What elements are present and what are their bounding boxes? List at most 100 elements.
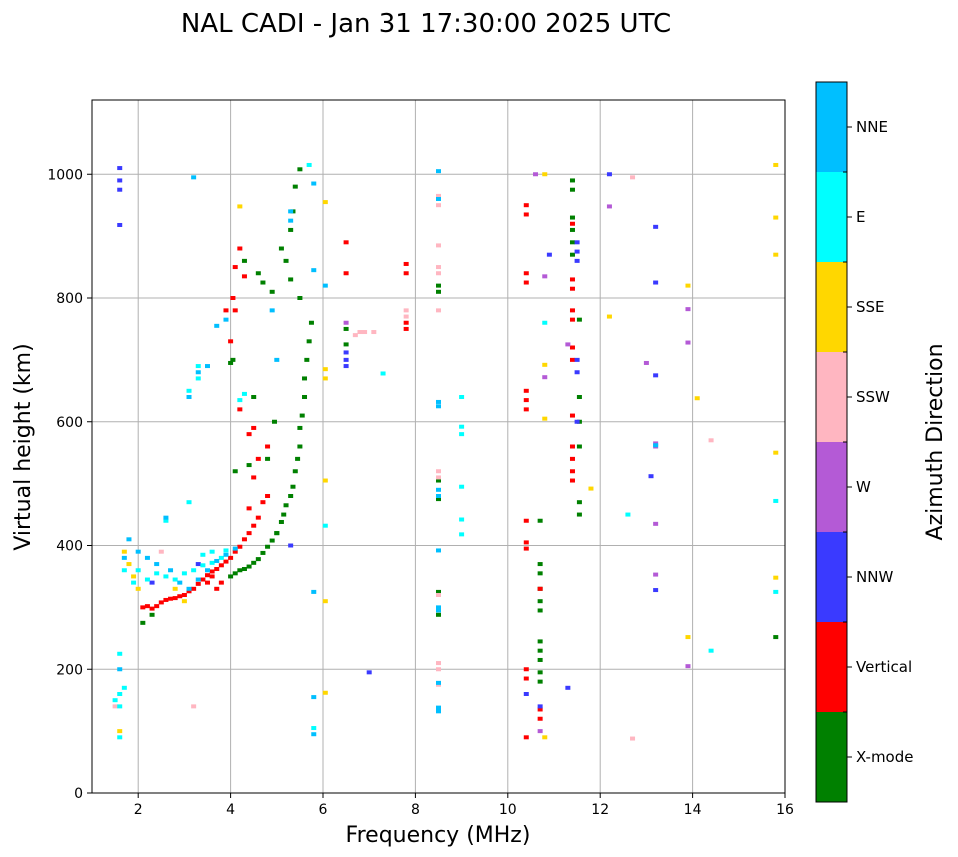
data-point [269,538,275,543]
data-point [343,364,349,369]
data-point [569,456,575,461]
data-point [172,596,178,601]
chart-title: NAL CADI - Jan 31 17:30:00 2025 UTC [181,9,671,39]
data-point [322,478,328,483]
data-point [241,258,247,263]
data-point [537,639,543,644]
data-point [322,376,328,381]
data-point [135,549,141,554]
data-point [218,580,224,585]
data-point [131,580,137,585]
data-point [371,330,377,335]
data-point [523,546,529,551]
data-point [283,258,289,263]
x-tick-label: 6 [319,802,328,818]
data-point [523,398,529,403]
data-point [255,271,261,276]
data-point [436,494,441,498]
data-point [537,679,543,684]
data-point [306,339,312,344]
data-point [643,360,649,365]
data-point [228,360,234,365]
data-point [117,735,123,740]
data-point [588,486,594,491]
data-point [436,589,441,594]
data-point [542,416,548,421]
colorbar-tick-label: E [856,208,865,226]
data-point [200,577,206,582]
series-nne [117,169,659,737]
data-point [653,280,659,285]
y-axis-ticks: 0 200 400 600 800 1000 [47,167,92,802]
data-point [149,606,155,611]
data-point [569,469,575,474]
x-tick-label: 16 [776,802,794,818]
data-point [265,456,271,461]
data-point [186,388,192,393]
data-point [436,680,441,685]
data-point [200,563,206,568]
data-point [311,695,317,700]
data-point [569,413,575,418]
data-point [436,667,441,672]
data-point [195,562,201,567]
data-point [241,567,247,572]
data-point [436,243,441,248]
data-point [436,404,441,409]
data-point [288,277,294,282]
data-point [117,692,123,696]
data-point [288,543,294,548]
data-point [223,552,229,557]
data-point [306,162,312,167]
data-point [163,518,169,523]
data-point [436,271,441,276]
data-point [537,608,543,613]
data-point [537,518,543,523]
x-tick-label: 14 [684,802,702,818]
data-point [154,604,160,609]
data-point [436,709,441,714]
data-point [403,261,409,266]
data-point [246,432,252,437]
data-point [241,274,247,279]
data-point [537,648,543,653]
colorbar-tick-label: X-mode [856,748,913,766]
data-point [121,555,127,560]
data-point [135,586,141,591]
data-point [191,568,197,573]
data-point [297,425,303,430]
data-point [576,317,582,322]
data-point [186,500,192,505]
data-point [181,593,187,597]
data-point [117,187,123,192]
colorbar-segment [816,352,847,442]
data-point [523,280,529,285]
data-point [311,181,317,186]
data-point [168,568,174,573]
data-point [546,252,552,257]
data-point [343,342,349,347]
data-point [569,240,575,245]
data-point [773,635,779,640]
data-point [117,222,123,227]
data-point [574,258,580,263]
data-point [172,577,178,582]
data-point [685,307,691,312]
data-point [241,537,247,542]
colorbar-segment [816,532,847,622]
data-point [523,667,529,672]
data-point [537,657,543,662]
data-point [232,571,238,576]
data-point [542,375,548,380]
data-point [251,475,257,480]
x-tick-label: 2 [134,802,143,818]
data-point [154,571,160,576]
data-point [459,424,465,429]
data-point [195,376,201,381]
data-point [380,371,386,376]
data-point [653,572,659,577]
data-point [311,589,317,594]
data-point [214,323,220,328]
data-point [343,326,349,331]
data-point [574,357,580,362]
